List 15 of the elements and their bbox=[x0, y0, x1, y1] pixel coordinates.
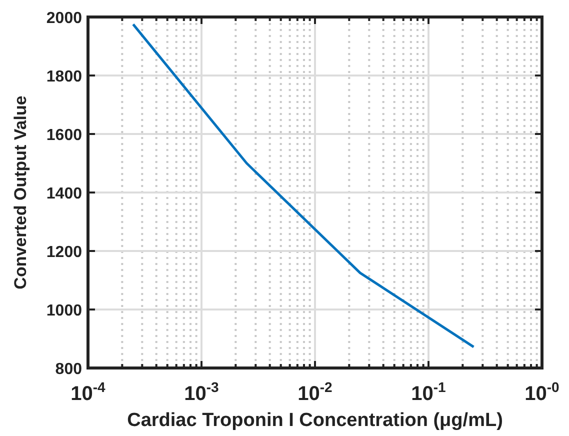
y-tick-label: 1400 bbox=[46, 186, 82, 202]
line-series bbox=[132, 23, 475, 348]
y-tick-label: 1000 bbox=[46, 302, 82, 320]
x-tick-label: 10$^{-4}$ bbox=[70, 379, 106, 405]
x-tick-label: 10$^{-1}$ bbox=[411, 379, 446, 405]
x-tick-label: 10$^{-3}$ bbox=[184, 379, 220, 405]
y-tick-label: 1200 bbox=[46, 244, 82, 261]
y-tick-label: 1800 bbox=[46, 68, 82, 86]
x-axis-title: Cardiac Troponin I Concentration (μg/mL) bbox=[127, 410, 503, 431]
y-tick-label: 800 bbox=[55, 361, 82, 378]
y-axis-title: Converted Output Value bbox=[11, 96, 30, 290]
y-tick-label: 1600 bbox=[46, 127, 82, 144]
x-tick-label: 10$^{-0}$ bbox=[524, 379, 560, 405]
x-tick-label: 10$^{-2}$ bbox=[298, 379, 333, 405]
y-tick-label: 2000 bbox=[46, 10, 82, 27]
